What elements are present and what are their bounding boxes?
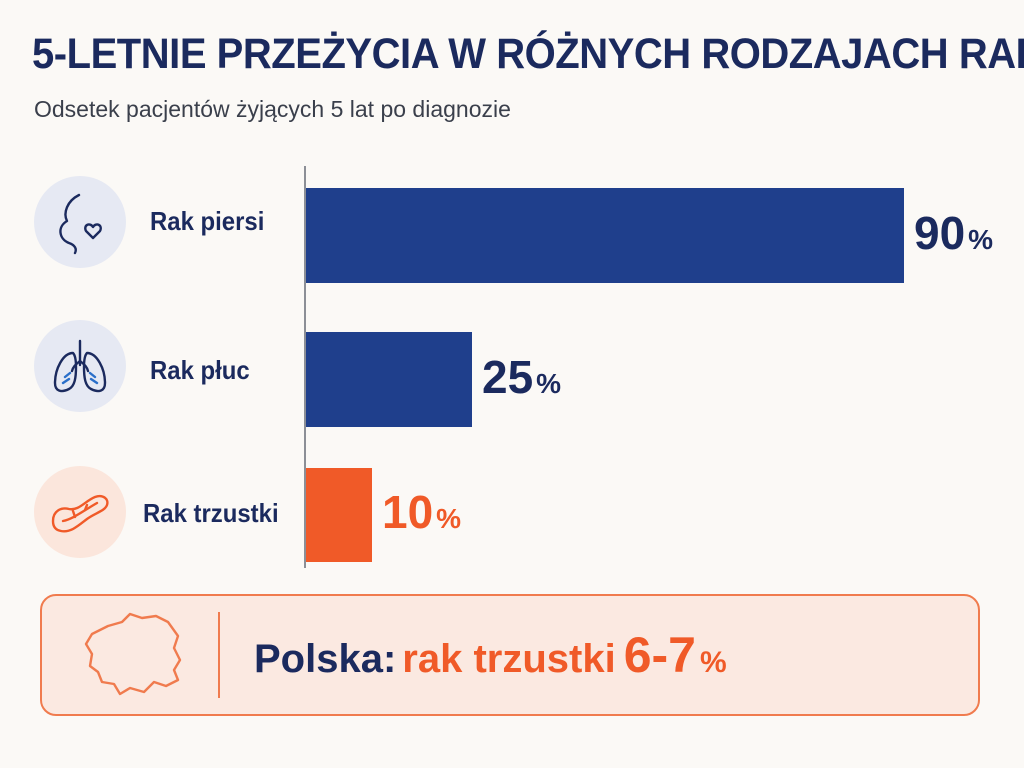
page-title: 5-LETNIE PRZEŻYCIA W RÓŻNYCH RODZAJACH R… — [32, 30, 1024, 78]
bar-pancreas — [306, 468, 372, 562]
value-label-pancreas: 10% — [382, 485, 461, 539]
poland-map-icon — [78, 606, 190, 707]
value-number: 10 — [382, 486, 434, 538]
row-label-lung: Rak płuc — [150, 355, 250, 385]
category-axis-line — [304, 166, 306, 568]
row-label-pancreas: Rak trzustki — [143, 498, 279, 528]
callout-label: rak trzustki — [402, 637, 616, 681]
value-label-lung: 25% — [482, 350, 561, 404]
pancreas-icon — [34, 466, 126, 558]
page-subtitle: Odsetek pacjentów żyjących 5 lat po diag… — [34, 96, 511, 122]
callout-divider — [218, 612, 220, 698]
value-number: 25 — [482, 350, 534, 403]
callout-unit: % — [699, 646, 727, 679]
value-label-breast: 90% — [914, 206, 993, 260]
value-unit: % — [436, 503, 462, 534]
breast-heart-icon — [34, 176, 126, 268]
poland-callout-box — [40, 594, 980, 716]
row-label-breast: Rak piersi — [150, 206, 265, 236]
value-unit: % — [968, 223, 994, 255]
callout-prefix: Polska: — [254, 637, 397, 681]
callout-value: 6-7 — [623, 627, 696, 683]
value-unit: % — [536, 367, 562, 399]
lungs-icon — [34, 320, 126, 412]
value-number: 90 — [914, 206, 966, 259]
bar-lung — [306, 332, 472, 427]
callout-text: Polska: rak trzustki 6-7% — [254, 626, 727, 684]
bar-breast — [306, 188, 904, 283]
